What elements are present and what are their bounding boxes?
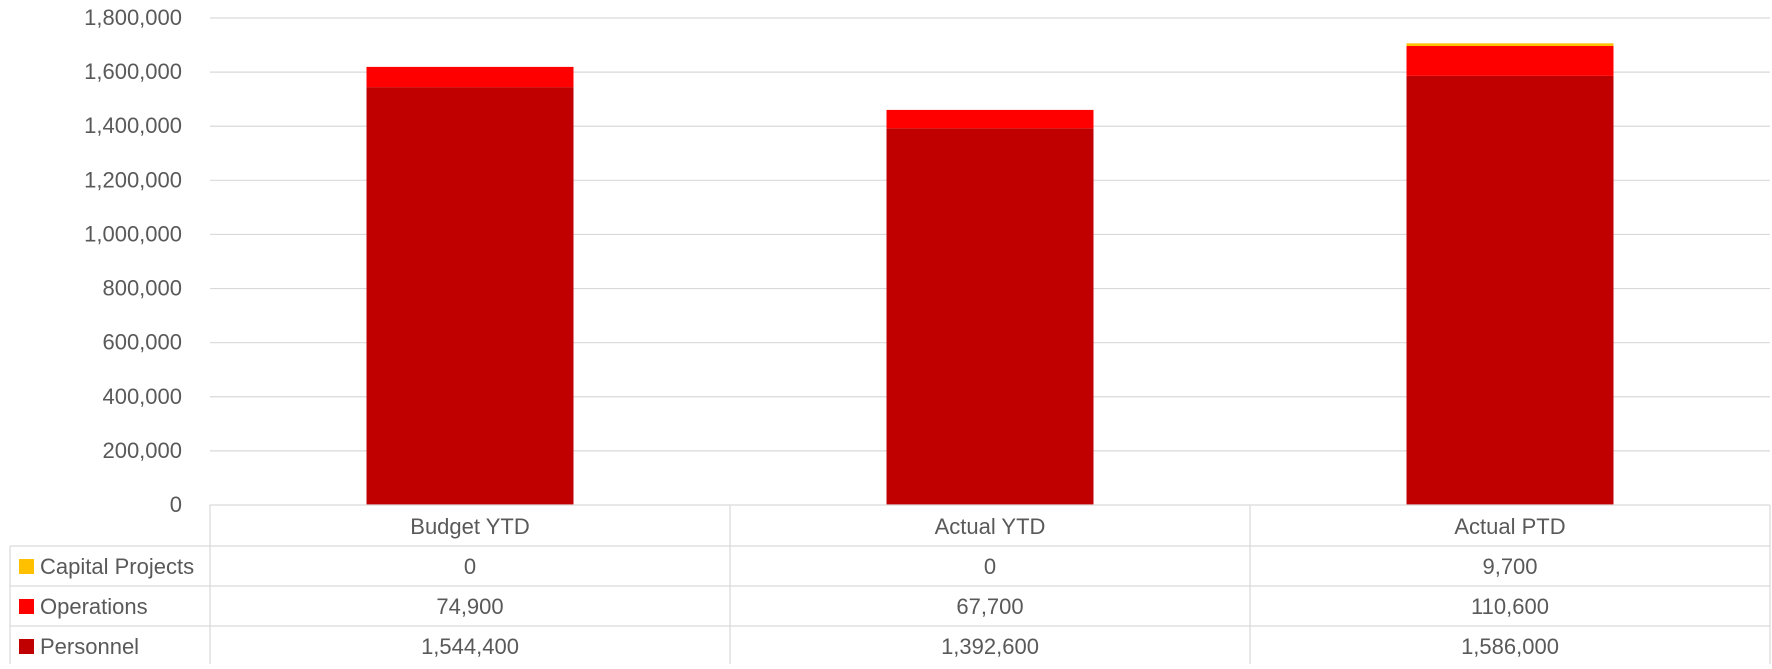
series-name: Operations [40,594,148,619]
bar-segment [1406,45,1614,76]
data-label: 67,700 [956,594,1023,619]
y-tick-label: 1,000,000 [84,221,182,246]
series-name: Capital Projects [40,554,194,579]
bars [366,43,1614,506]
x-category-label: Actual PTD [1454,514,1565,539]
y-tick-label: 600,000 [102,330,182,355]
legend-key [19,559,34,574]
y-tick-label: 200,000 [102,438,182,463]
data-label: 74,900 [436,594,503,619]
y-tick-label: 0 [170,492,182,517]
bar-segment [1406,75,1614,505]
x-category-label: Actual YTD [935,514,1046,539]
data-label: 1,544,400 [421,634,519,659]
data-label: 0 [984,554,996,579]
data-label: 110,600 [1471,594,1549,619]
y-tick-label: 800,000 [102,276,182,301]
data-label: 9,700 [1482,554,1537,579]
bar-segment [886,128,1094,505]
y-tick-label: 1,200,000 [84,167,182,192]
bar-segment [366,66,574,88]
y-axis-tick-labels: 0 200,000 400,000 600,000 800,000 1,000,000 1,… [84,5,182,517]
bar-segment [1406,43,1614,46]
data-label: 1,586,000 [1461,634,1559,659]
data-label: 1,392,600 [941,634,1039,659]
legend-key [19,599,34,614]
x-category-label: Budget YTD [410,514,529,539]
y-tick-label: 1,400,000 [84,113,182,138]
series-name: Personnel [40,634,139,659]
y-tick-label: 1,600,000 [84,59,182,84]
bar-segment [366,87,574,506]
data-table: Budget YTD Actual YTD Actual PTD Capital Pr… [9,504,1771,667]
data-label: 0 [464,554,476,579]
y-tick-label: 1,800,000 [84,5,182,30]
bar-segment [886,109,1094,129]
legend-key [19,639,34,654]
y-tick-label: 400,000 [102,384,182,409]
